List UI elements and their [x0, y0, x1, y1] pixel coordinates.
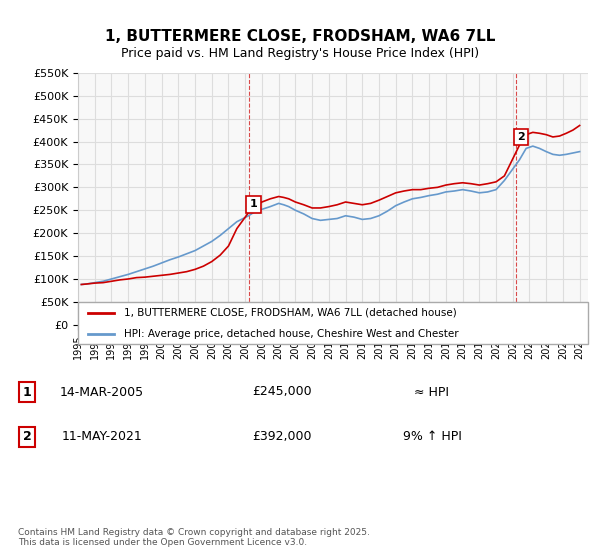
Text: 14-MAR-2005: 14-MAR-2005 — [60, 385, 144, 399]
Text: HPI: Average price, detached house, Cheshire West and Chester: HPI: Average price, detached house, Ches… — [124, 329, 458, 339]
Text: 2: 2 — [517, 132, 525, 142]
Text: 11-MAY-2021: 11-MAY-2021 — [62, 430, 142, 444]
Text: ≈ HPI: ≈ HPI — [415, 385, 449, 399]
Text: £392,000: £392,000 — [252, 430, 312, 444]
Text: 1: 1 — [250, 199, 257, 209]
Text: 1, BUTTERMERE CLOSE, FRODSHAM, WA6 7LL: 1, BUTTERMERE CLOSE, FRODSHAM, WA6 7LL — [105, 29, 495, 44]
Text: 1: 1 — [23, 385, 31, 399]
Text: 2: 2 — [23, 430, 31, 444]
Text: 9% ↑ HPI: 9% ↑ HPI — [403, 430, 461, 444]
Text: Price paid vs. HM Land Registry's House Price Index (HPI): Price paid vs. HM Land Registry's House … — [121, 46, 479, 60]
Text: 1, BUTTERMERE CLOSE, FRODSHAM, WA6 7LL (detached house): 1, BUTTERMERE CLOSE, FRODSHAM, WA6 7LL (… — [124, 308, 457, 318]
Text: £245,000: £245,000 — [252, 385, 312, 399]
Text: Contains HM Land Registry data © Crown copyright and database right 2025.
This d: Contains HM Land Registry data © Crown c… — [18, 528, 370, 547]
FancyBboxPatch shape — [78, 302, 588, 344]
